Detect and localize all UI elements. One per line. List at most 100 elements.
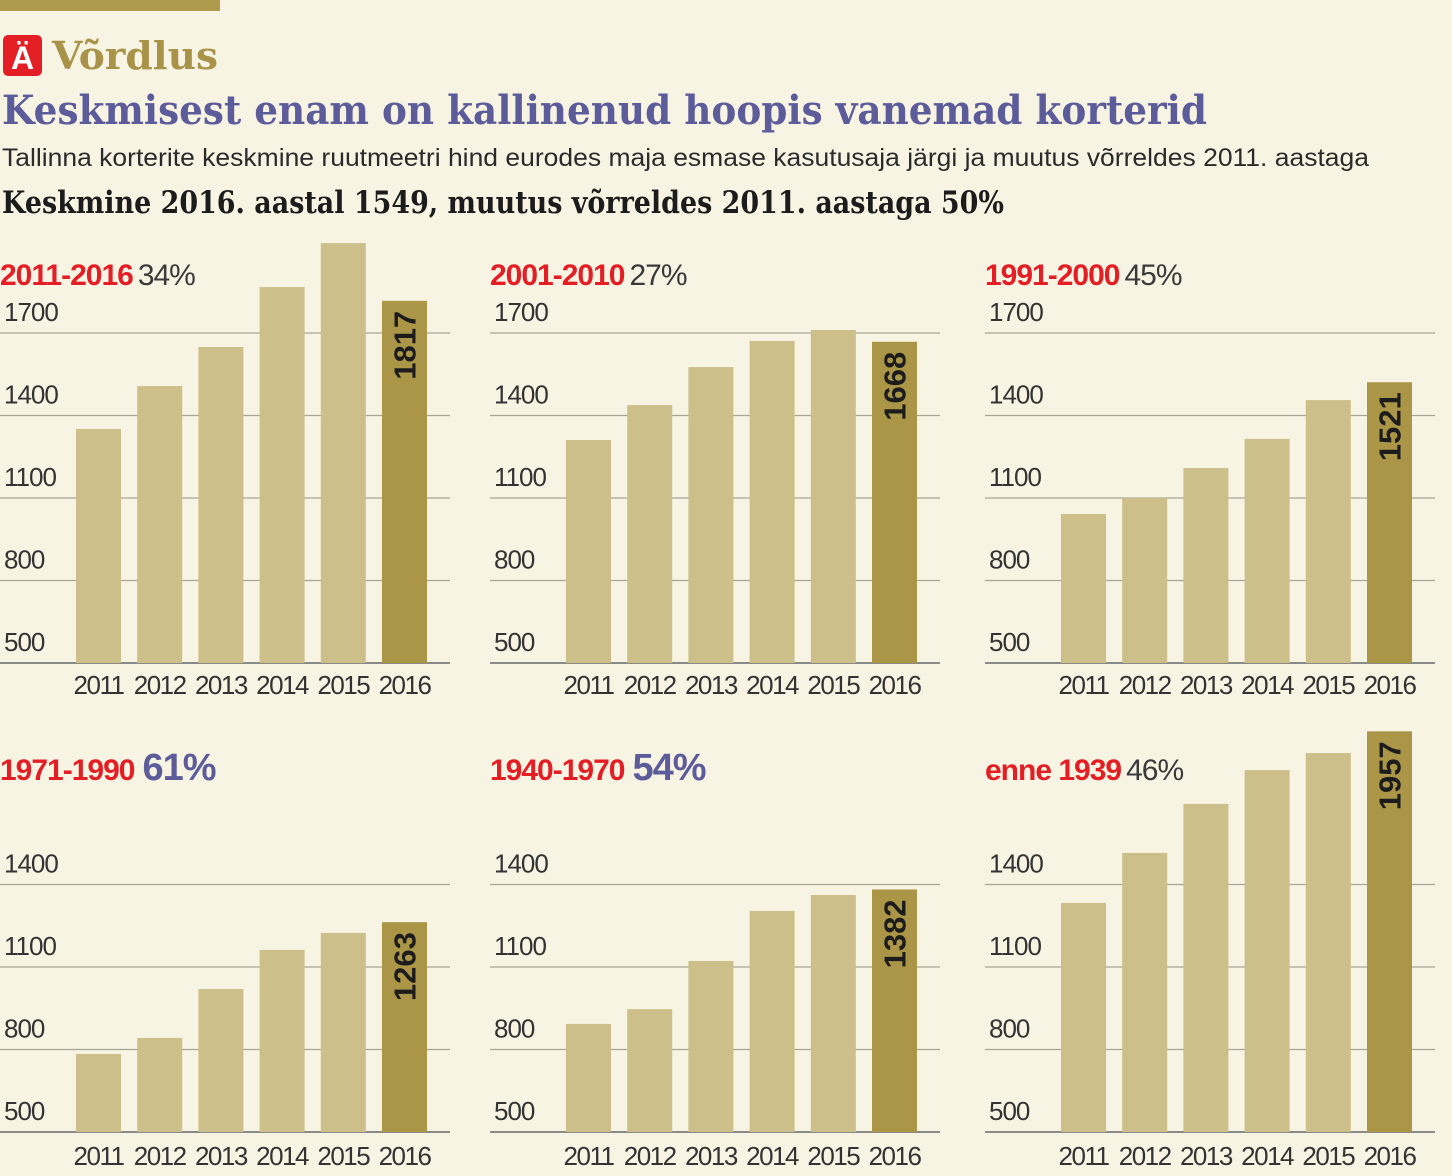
badge <box>3 35 42 76</box>
bar <box>872 341 917 663</box>
x-tick-label: 2016 <box>379 1141 432 1171</box>
data-label: 1521 <box>1373 392 1408 461</box>
data-label: 1668 <box>878 352 913 421</box>
x-tick-label: 2014 <box>256 670 309 700</box>
x-tick-label: 2016 <box>379 670 432 700</box>
y-tick-label: 500 <box>494 627 535 657</box>
y-tick-label: 1400 <box>4 849 58 879</box>
bar <box>688 960 734 1132</box>
y-tick-label: 1100 <box>494 462 546 492</box>
bar <box>1244 770 1290 1132</box>
y-tick-label: 1100 <box>494 931 546 961</box>
chart-title: 1971-1990 <box>0 754 135 787</box>
x-tick-label: 2011 <box>74 1141 125 1171</box>
bar <box>137 1037 183 1132</box>
bar-chart: enne 1939 46% 500 800 1100 1400 2011 2012 2013 20… <box>985 731 1435 1171</box>
chart-change: 27% <box>629 259 686 292</box>
y-tick-label: 1700 <box>494 297 548 327</box>
x-tick-label: 2014 <box>256 1141 309 1171</box>
bar-chart: 1940-1970 54% 500 800 1100 1400 2011 2012 2013 20… <box>490 747 940 1171</box>
y-tick-label: 1400 <box>4 380 58 410</box>
x-tick-label: 2015 <box>1302 1141 1355 1171</box>
bar-chart: 1991-2000 45% 500 800 1100 1400 1700 2011 2012 20… <box>985 259 1435 700</box>
bar <box>810 329 856 663</box>
y-tick-label: 800 <box>989 545 1030 575</box>
bar <box>566 1023 611 1132</box>
bar <box>1061 902 1106 1132</box>
x-tick-label: 2016 <box>869 1141 922 1171</box>
bar <box>810 894 856 1132</box>
subtitle: Tallinna korterite keskmine ruutmeetri h… <box>2 144 1369 172</box>
bar <box>749 910 795 1132</box>
y-tick-label: 1400 <box>989 849 1043 879</box>
x-tick-label: 2014 <box>1241 670 1294 700</box>
x-tick-label: 2011 <box>1059 670 1110 700</box>
bar <box>627 405 673 663</box>
x-tick-label: 2014 <box>1241 1141 1294 1171</box>
bar <box>1183 803 1229 1132</box>
x-tick-label: 2013 <box>195 670 248 700</box>
data-label: 1957 <box>1373 741 1408 810</box>
bar <box>1122 498 1168 663</box>
y-tick-label: 1100 <box>4 462 56 492</box>
chart-change: 45% <box>1124 259 1181 292</box>
x-tick-label: 2015 <box>807 670 860 700</box>
y-tick-label: 800 <box>494 545 535 575</box>
x-tick-label: 2012 <box>134 670 187 700</box>
x-tick-label: 2011 <box>564 1141 615 1171</box>
y-tick-label: 1100 <box>4 931 56 961</box>
y-tick-label: 1700 <box>4 297 58 327</box>
x-tick-label: 2015 <box>1302 670 1355 700</box>
data-label: 1382 <box>878 899 913 968</box>
bar <box>382 300 427 663</box>
x-tick-label: 2012 <box>1119 670 1172 700</box>
y-tick-label: 500 <box>4 627 45 657</box>
x-tick-label: 2013 <box>685 670 738 700</box>
bar-chart: 1971-1990 61% 500 800 1100 1400 2011 2012 2013 20… <box>0 747 450 1171</box>
x-tick-label: 2012 <box>1119 1141 1172 1171</box>
x-tick-label: 2013 <box>685 1141 738 1171</box>
y-tick-label: 1100 <box>989 462 1041 492</box>
bar <box>566 439 611 663</box>
section: Võrdlus <box>51 33 218 78</box>
bar <box>1061 513 1106 663</box>
y-tick-label: 1400 <box>494 849 548 879</box>
bar-chart: 2011-2016 34% 500 800 1100 1400 1700 2011 2012 20… <box>0 243 450 700</box>
bar <box>688 367 734 663</box>
x-tick-label: 2016 <box>1364 670 1417 700</box>
x-tick-label: 2014 <box>746 670 799 700</box>
bar <box>137 386 183 663</box>
bar <box>872 889 917 1132</box>
bar <box>749 340 795 663</box>
bar <box>320 243 366 663</box>
y-tick-label: 800 <box>989 1014 1030 1044</box>
chart-change: 61% <box>142 747 215 789</box>
chart-change: 46% <box>1126 754 1183 787</box>
bar <box>1367 382 1412 663</box>
chart-change: 54% <box>632 747 705 789</box>
summary: Keskmine 2016. aastal 1549, muutus võrre… <box>2 185 1004 221</box>
y-tick-label: 800 <box>4 1014 45 1044</box>
bar <box>1305 400 1351 663</box>
x-tick-label: 2012 <box>624 670 677 700</box>
title: Keskmisest enam on kallinenud hoopis van… <box>2 87 1207 134</box>
bar <box>76 1053 121 1132</box>
y-tick-label: 1400 <box>494 380 548 410</box>
bar <box>198 347 244 663</box>
bar <box>1305 753 1351 1132</box>
x-tick-label: 2011 <box>564 670 615 700</box>
x-tick-label: 2015 <box>317 670 370 700</box>
bar <box>1122 852 1168 1132</box>
bar <box>198 989 244 1132</box>
x-tick-label: 2015 <box>317 1141 370 1171</box>
bar <box>320 932 366 1132</box>
y-tick-label: 800 <box>4 545 45 575</box>
bar <box>382 922 427 1132</box>
x-tick-label: 2016 <box>1364 1141 1417 1171</box>
x-tick-label: 2011 <box>74 670 125 700</box>
chart-title: 2001-2010 <box>490 259 625 292</box>
bar <box>1183 468 1229 663</box>
x-tick-label: 2012 <box>134 1141 187 1171</box>
badge-text: Ä <box>11 40 34 76</box>
